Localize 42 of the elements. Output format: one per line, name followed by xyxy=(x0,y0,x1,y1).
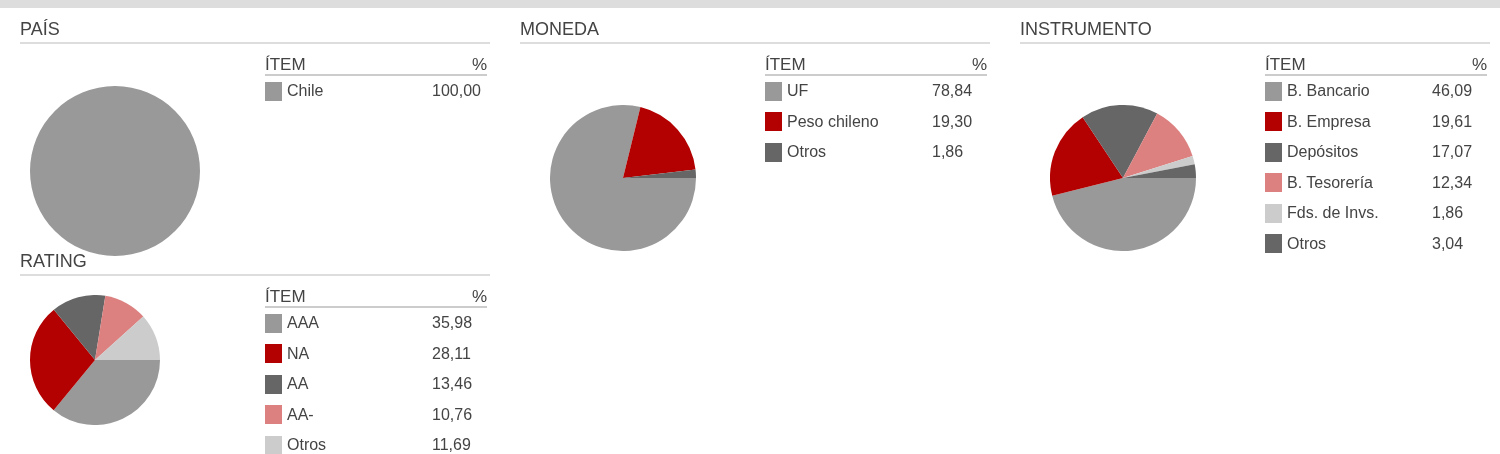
legend-label: Otros xyxy=(1287,234,1328,253)
data-label: 1,86 xyxy=(932,143,965,162)
legend-label: Chile xyxy=(287,82,325,101)
data-label: 35,98 xyxy=(432,314,474,333)
legend-title: ÍTEM xyxy=(265,287,306,306)
legend-label: B. Empresa xyxy=(1287,112,1372,131)
chart-title: RATING xyxy=(20,250,490,276)
legend-label: Otros xyxy=(787,143,828,162)
legend-label: AA xyxy=(287,375,310,394)
data-label: 100,00 xyxy=(432,82,482,101)
chart-title: PAÍS xyxy=(20,18,490,44)
text: % xyxy=(471,55,487,74)
text: % xyxy=(471,287,487,306)
data-label: 13,46 xyxy=(432,375,474,394)
data-label: 19,30 xyxy=(932,112,974,131)
data-label: 78,84 xyxy=(932,82,974,101)
legend-title: ÍTEM xyxy=(1265,55,1306,74)
legend-label: UF xyxy=(787,82,810,101)
data-label: 19,61 xyxy=(1432,112,1474,131)
chart-title: INSTRUMENTO xyxy=(1020,18,1490,44)
legend-title: ÍTEM xyxy=(765,55,806,74)
chart-title: MONEDA xyxy=(520,18,990,44)
data-label: 1,86 xyxy=(1432,204,1465,223)
data-label: 10,76 xyxy=(432,405,474,424)
legend-label: AA- xyxy=(287,405,315,424)
data-label: 46,09 xyxy=(1432,82,1474,101)
legend-label: B. Bancario xyxy=(1287,82,1371,101)
text: % xyxy=(1471,55,1487,74)
data-label: 17,07 xyxy=(1432,143,1474,162)
legend-label: NA xyxy=(287,344,311,363)
legend-label: AAA xyxy=(287,314,320,333)
legend-label: Depósitos xyxy=(1287,143,1360,162)
legend-label: B. Tesorería xyxy=(1287,173,1374,192)
data-label: 12,34 xyxy=(1432,173,1474,192)
data-label: 28,11 xyxy=(432,344,472,363)
legend-label: Fds. de Invs. xyxy=(1287,204,1380,223)
legend-title: ÍTEM xyxy=(265,55,306,74)
legend-label: Peso chileno xyxy=(787,112,880,131)
legend-label: Otros xyxy=(287,436,328,454)
data-label: 11,69 xyxy=(432,436,472,454)
text: % xyxy=(971,55,987,74)
data-label: 3,04 xyxy=(1432,234,1465,253)
